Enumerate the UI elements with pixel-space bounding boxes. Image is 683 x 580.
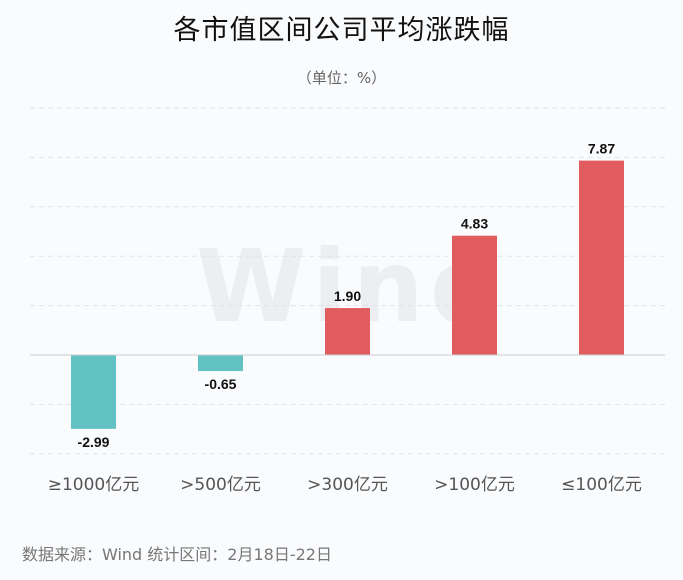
bar-1 bbox=[198, 355, 243, 372]
data-label-3: 4.83 bbox=[461, 216, 488, 232]
x-tick-label-2: >300亿元 bbox=[307, 475, 388, 495]
bar-3 bbox=[452, 235, 497, 355]
bar-0 bbox=[71, 355, 116, 429]
x-tick-label-1: >500亿元 bbox=[180, 475, 261, 495]
x-tick-label-0: ≥1000亿元 bbox=[48, 475, 140, 495]
bar-2 bbox=[325, 308, 370, 355]
x-tick-label-3: >100亿元 bbox=[434, 475, 515, 495]
data-label-2: 1.90 bbox=[334, 288, 361, 304]
source-note: 数据来源：Wind 统计区间：2月18日-22日 bbox=[22, 545, 332, 564]
data-label-0: -2.99 bbox=[78, 434, 110, 450]
data-label-4: 7.87 bbox=[588, 141, 615, 157]
data-label-1: -0.65 bbox=[205, 376, 237, 392]
x-tick-label-4: ≤100亿元 bbox=[561, 475, 642, 495]
chart-subtitle: （单位：%） bbox=[296, 69, 387, 87]
bar-4 bbox=[579, 160, 624, 355]
chart-title: 各市值区间公司平均涨跌幅 bbox=[173, 15, 510, 46]
